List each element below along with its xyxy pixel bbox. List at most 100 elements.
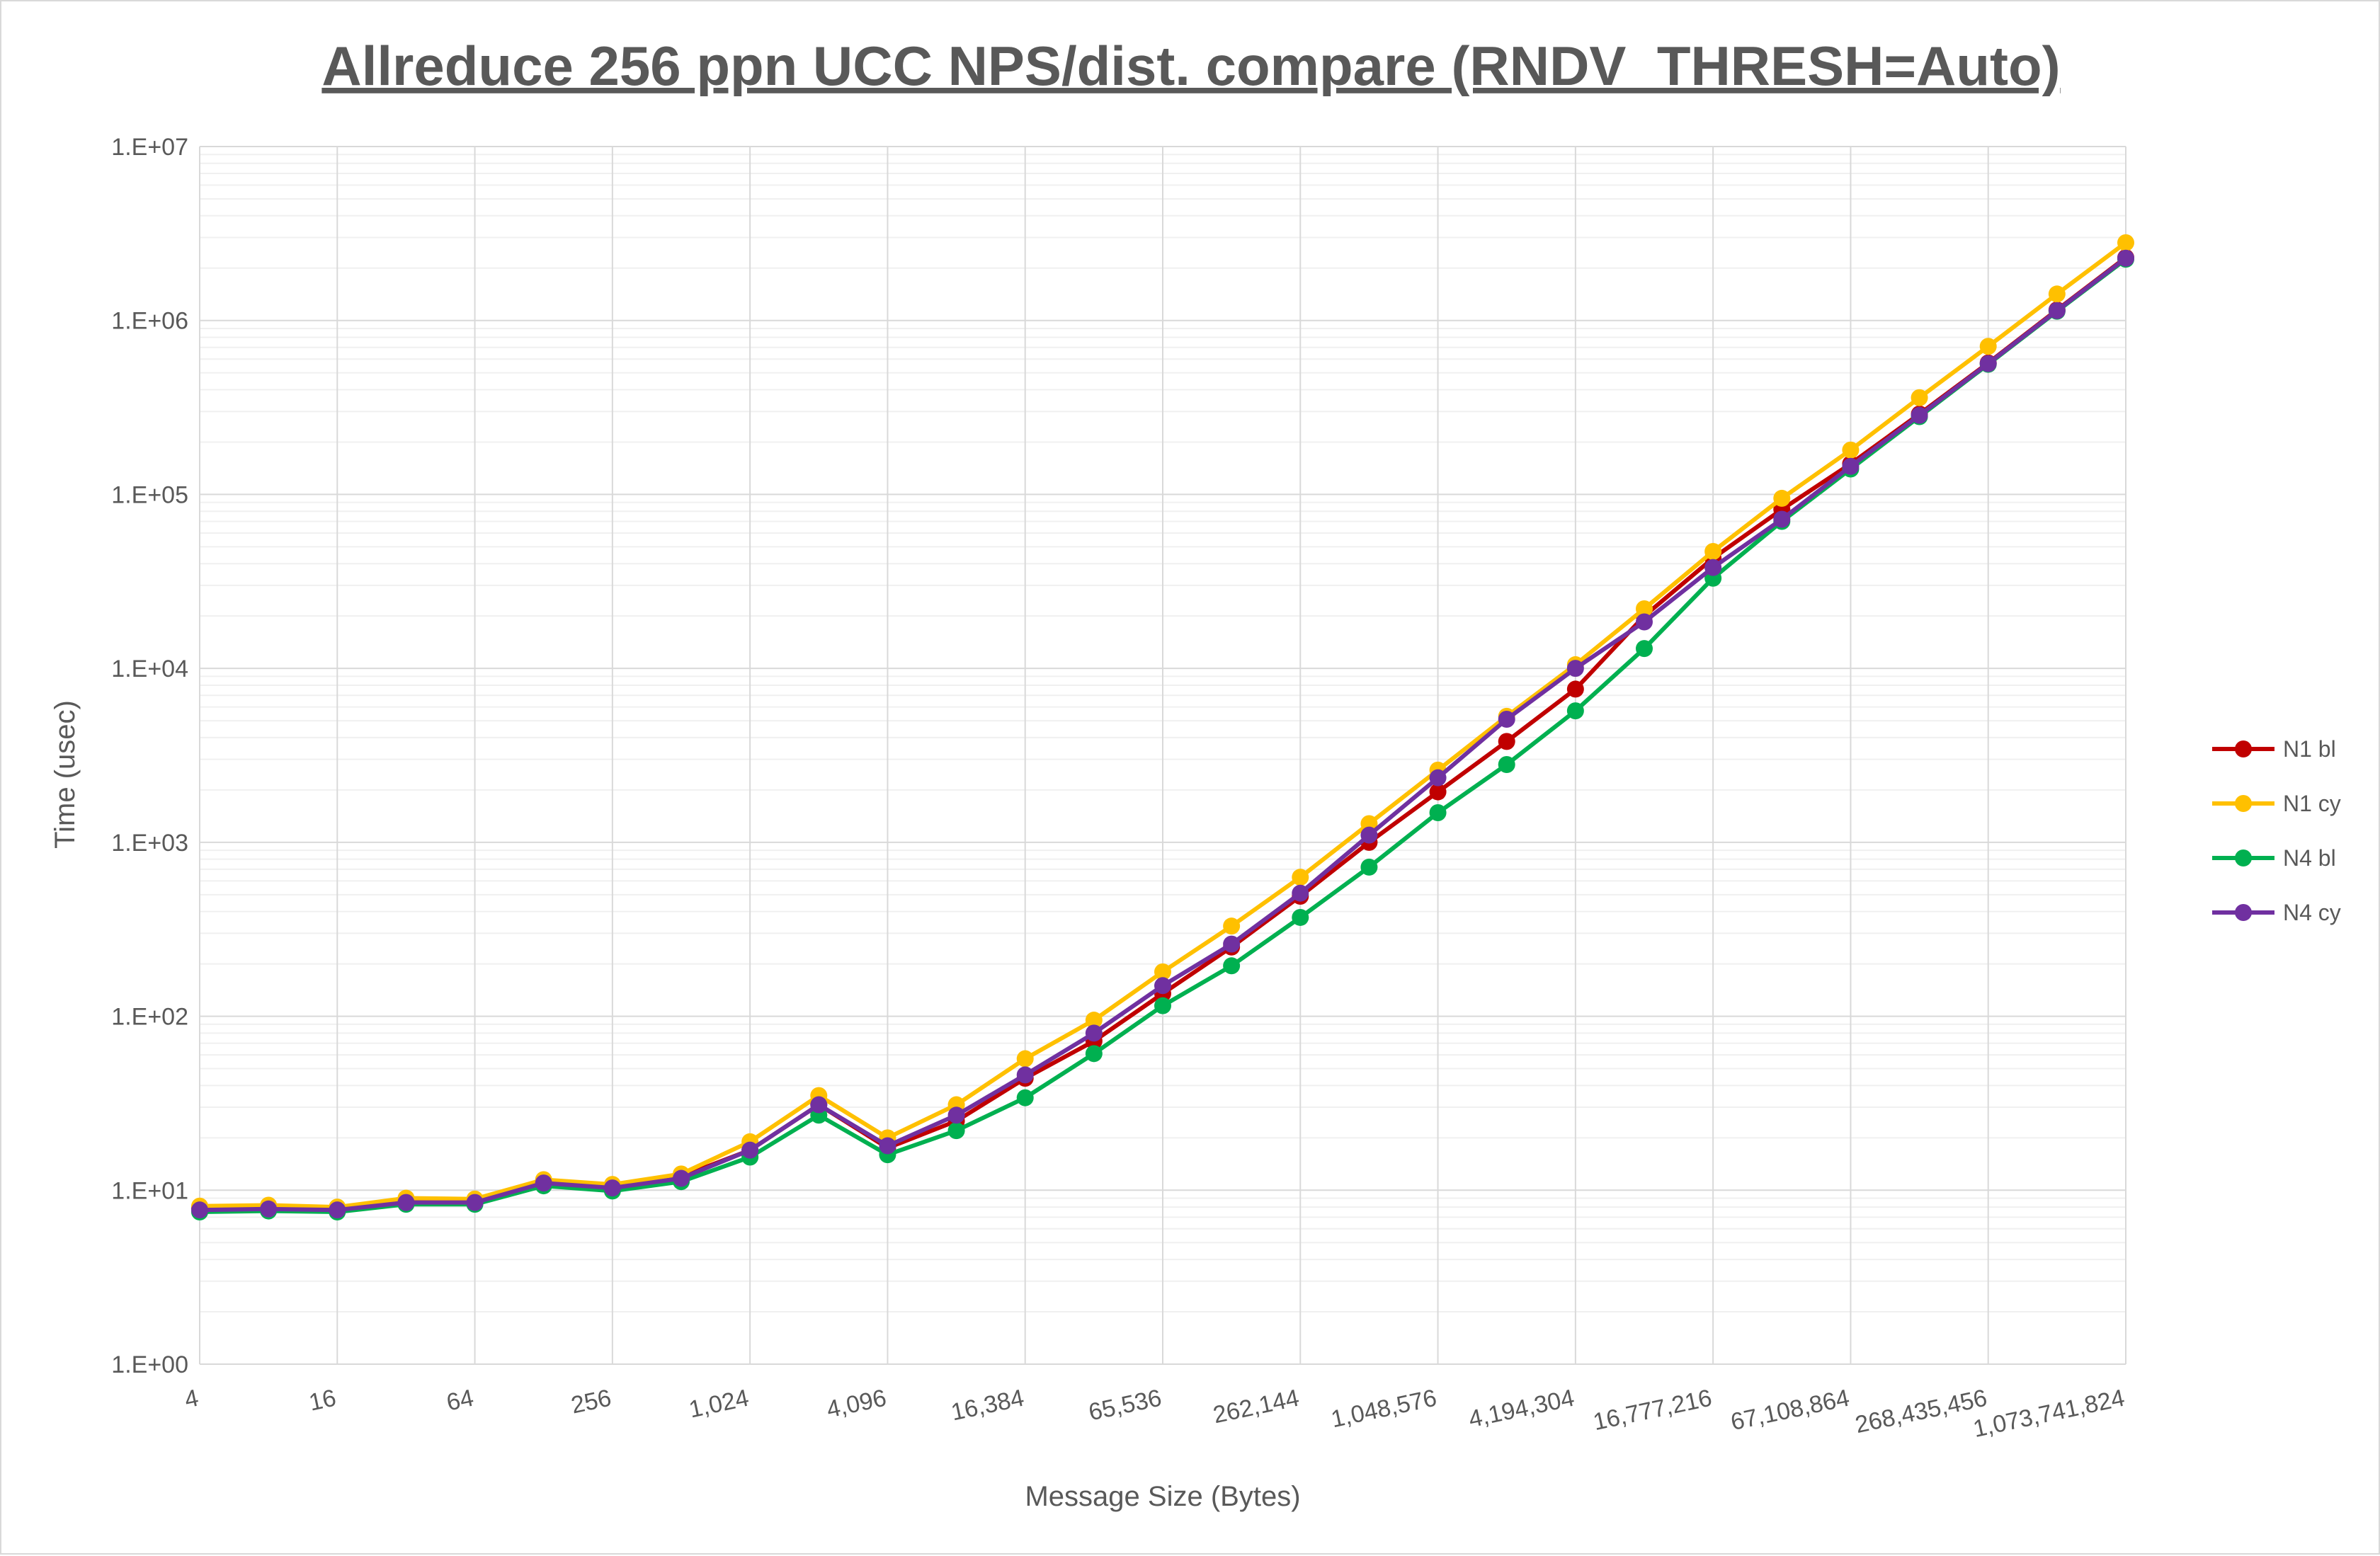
data-point [1360,826,1378,844]
data-point [1154,963,1171,980]
y-tick-label: 1.E+02 [111,1004,188,1031]
series-n4-cy [191,249,2134,1219]
x-tick-label: 16,777,216 [1590,1385,1714,1436]
data-point [1016,1089,1034,1106]
data-point [741,1141,759,1159]
data-point [1636,600,1653,618]
data-point [191,1201,208,1219]
legend-item: N1 bl [2212,736,2336,762]
data-point [466,1194,484,1211]
series-layer [191,234,2134,1220]
data-point [2117,249,2134,267]
y-tick-label: 1.E+06 [111,308,188,335]
x-axis-label: Message Size (Bytes) [1025,1481,1300,1512]
data-point [1292,884,1309,902]
data-point [1292,869,1309,886]
data-point [1773,489,1791,507]
data-point [397,1194,415,1211]
data-point [1566,702,1584,720]
x-tick-label: 262,144 [1211,1385,1302,1429]
chart-title: Allreduce 256 ppn UCC NPS/dist. compare … [321,35,2060,97]
y-tick-label: 1.E+01 [111,1177,188,1204]
legend-item: N4 cy [2212,900,2341,925]
legend-swatch-marker [2235,849,2252,866]
data-point [1979,338,1997,355]
data-point [329,1201,346,1219]
data-point [1223,917,1241,935]
data-point [673,1169,690,1187]
data-point [1704,559,1722,576]
data-point [1016,1066,1034,1084]
x-tick-label: 16,384 [949,1385,1027,1426]
x-tick-label: 1,024 [687,1385,751,1424]
x-tick-label: 67,108,864 [1729,1385,1852,1436]
data-point [1773,510,1791,528]
data-point [1085,1024,1103,1042]
data-point [1154,997,1171,1014]
y-tick-label: 1.E+07 [111,134,188,161]
data-point [1842,441,1860,459]
data-point [2048,302,2066,319]
data-point [1636,640,1653,658]
data-point [1911,406,1928,424]
data-point [1360,858,1378,876]
data-point [1842,457,1860,475]
legend-swatch-marker [2235,904,2252,921]
x-tick-label: 268,435,456 [1853,1385,1990,1438]
data-point [1154,977,1171,995]
data-point [879,1137,896,1155]
data-point [1911,389,1928,406]
data-point [260,1200,278,1218]
legend: N1 bl N1 cy N4 bl N4 cy [2212,736,2341,925]
data-point [1223,935,1241,953]
x-tick-label: 65,536 [1086,1385,1164,1426]
data-point [1498,710,1515,728]
y-tick-label: 1.E+05 [111,481,188,508]
y-axis-label: Time (usec) [50,700,81,849]
data-point [810,1096,828,1114]
data-point [1223,957,1241,975]
data-point [1636,613,1653,631]
data-point [1292,908,1309,926]
data-point [1498,733,1515,750]
x-tick-label: 4,194,304 [1467,1385,1577,1434]
x-tick-label: 16 [307,1385,338,1417]
x-tick-label: 64 [444,1385,476,1417]
data-point [1979,355,1997,372]
data-point [1566,680,1584,698]
legend-label: N1 bl [2283,736,2336,762]
data-point [1085,1045,1103,1063]
legend-item: N4 bl [2212,845,2336,871]
data-point [2048,285,2066,303]
legend-label: N4 cy [2283,900,2341,925]
data-point [603,1179,621,1197]
data-point [947,1122,965,1140]
legend-swatch-marker [2235,795,2252,812]
y-tick-label: 1.E+04 [111,656,188,682]
data-point [1429,783,1447,801]
x-tick-label: 1,073,741,824 [1971,1385,2127,1443]
data-point [2117,234,2134,251]
y-axis-ticks: 1.E+00 1.E+01 1.E+02 1.E+03 1.E+04 1.E+05 1.E+… [111,134,188,1378]
data-point [1016,1050,1034,1068]
data-point [535,1174,552,1192]
x-tick-label: 4 [182,1385,200,1414]
legend-label: N4 bl [2283,845,2336,871]
data-point [1085,1012,1103,1029]
data-point [1429,804,1447,822]
y-tick-label: 1.E+03 [111,830,188,857]
x-axis-ticks: 4 16 64 256 1,024 4,096 16,384 65,536 262,144 1,0… [182,1385,2126,1443]
legend-item: N1 cy [2212,791,2341,816]
x-tick-label: 1,048,576 [1328,1385,1439,1434]
data-point [1429,769,1447,786]
legend-label: N1 cy [2283,791,2341,816]
data-point [1566,660,1584,677]
legend-swatch-marker [2235,740,2252,757]
x-tick-label: 4,096 [824,1385,889,1424]
data-point [1704,542,1722,560]
x-tick-label: 256 [569,1385,613,1419]
y-tick-label: 1.E+00 [111,1351,188,1378]
plot-grid [199,146,2126,1365]
